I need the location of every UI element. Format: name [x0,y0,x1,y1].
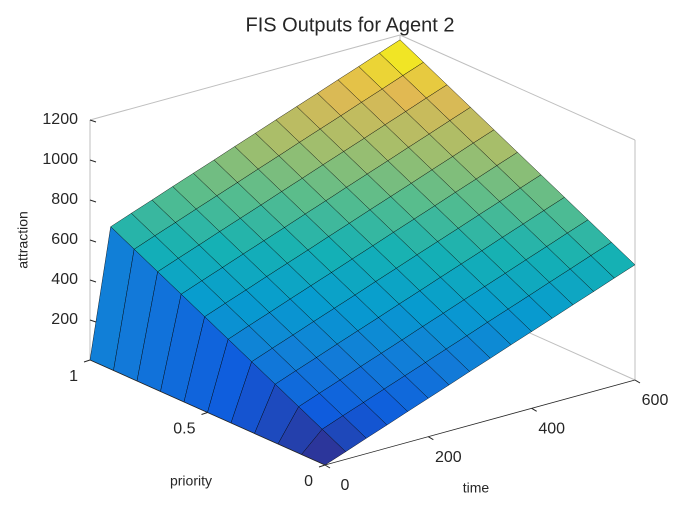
x-tick-label: 600 [642,392,669,409]
z-tick [89,199,97,203]
x-tick-label: 0 [341,477,350,494]
x-tick [531,407,537,412]
chart-title: FIS Outputs for Agent 2 [245,14,454,36]
axis-box [89,34,401,121]
y-axis-label: priority [170,473,212,489]
z-axis-label: attraction [15,211,31,269]
axis-box [399,34,636,141]
x-tick [428,436,434,441]
z-tick [89,239,97,243]
x-tick [634,379,641,384]
x-tick-label: 400 [538,421,565,438]
y-tick [83,359,91,363]
z-tick-label: 200 [51,311,78,328]
y-tick-label: 0.5 [173,421,195,438]
y-tick-label: 0 [304,473,313,490]
x-axis [324,379,636,466]
y-tick [318,464,326,468]
x-tick-label: 200 [435,449,462,466]
x-axis-label: time [463,480,490,496]
x-tick [324,464,331,469]
z-tick [89,119,97,123]
z-tick-label: 1000 [42,151,78,168]
z-tick-label: 400 [51,271,78,288]
z-tick-label: 600 [51,231,78,248]
z-tick [89,159,97,163]
z-tick [89,319,97,323]
y-tick-label: 1 [69,368,78,385]
z-tick-label: 1200 [42,111,78,128]
z-tick-label: 800 [51,191,78,208]
y-tick [201,412,208,415]
z-tick [89,279,97,283]
